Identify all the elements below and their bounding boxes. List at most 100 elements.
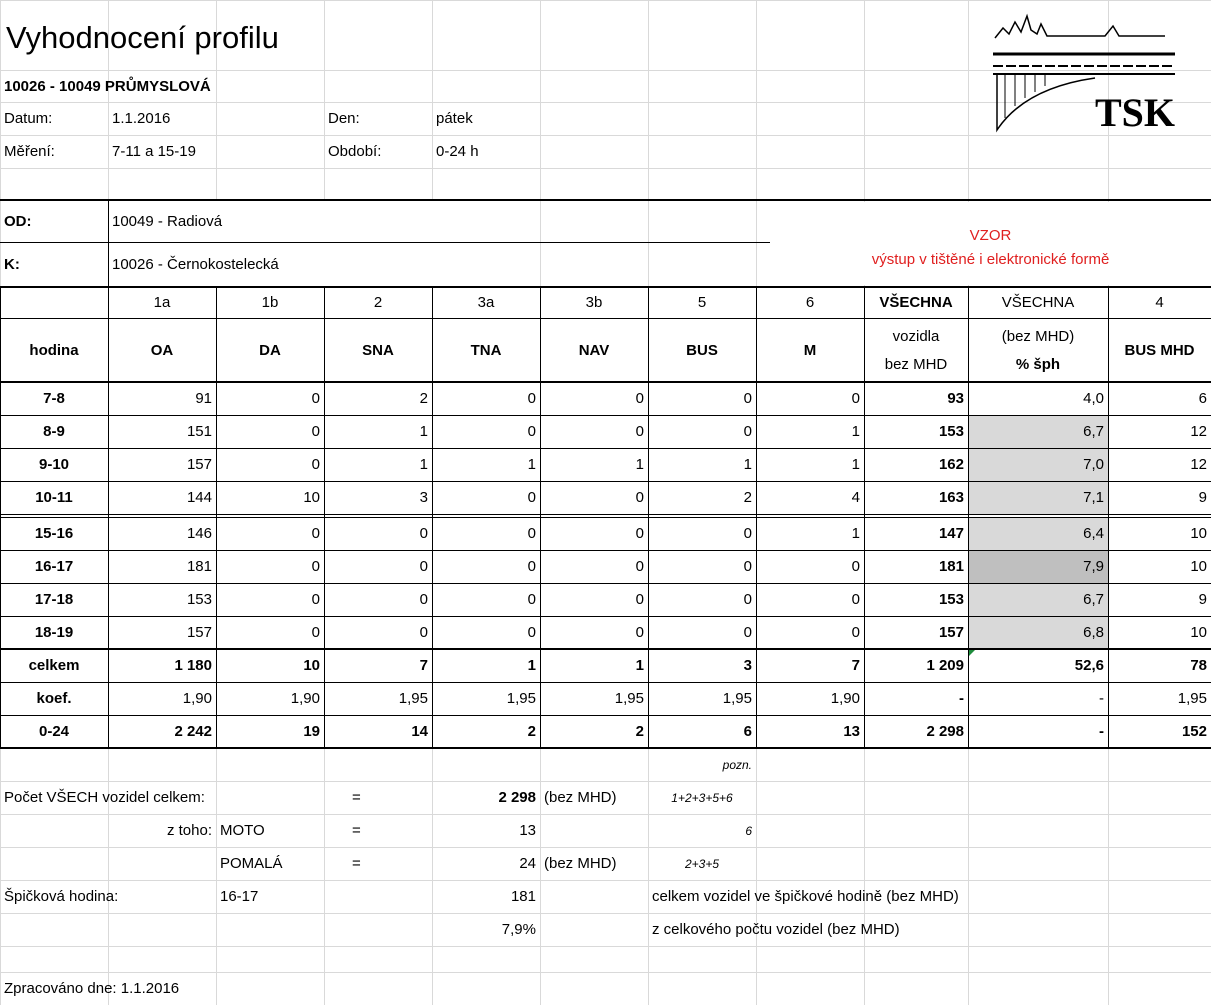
grid-line: [0, 913, 1211, 914]
data-cell: 52,6: [1074, 657, 1104, 674]
data-cell: 1: [851, 456, 860, 473]
data-cell: 0: [311, 558, 320, 575]
column-code: 2: [373, 294, 383, 311]
data-cell: 162: [938, 456, 964, 473]
data-cell: 7,0: [1083, 456, 1104, 473]
label: z toho:: [166, 822, 212, 839]
table-border: [324, 287, 325, 748]
data-cell: 0: [527, 423, 536, 440]
value: 0-24 h: [436, 143, 479, 160]
data-cell: 0: [635, 624, 644, 641]
stamp: VZOR: [969, 226, 1012, 244]
row-label: 0-24: [38, 723, 70, 740]
data-cell: 1: [527, 657, 536, 674]
data-cell: 151: [186, 423, 212, 440]
value: 7-11 a 15-19: [112, 143, 196, 160]
row-label: 16-17: [34, 558, 74, 575]
data-cell: 6: [743, 723, 752, 740]
grid-line: [0, 880, 1211, 881]
data-cell: 0: [527, 591, 536, 608]
data-cell: 0: [635, 390, 644, 407]
row-label: 8-9: [43, 423, 65, 440]
symbol: =: [352, 789, 361, 806]
grid-line: [0, 102, 1211, 103]
data-cell: 0: [527, 390, 536, 407]
column-header: BUS: [686, 341, 718, 359]
data-cell: 0: [419, 591, 428, 608]
data-cell: 147: [938, 525, 964, 542]
data-cell: 0: [851, 624, 860, 641]
grid-line: [0, 946, 1211, 947]
data-cell: 10: [1190, 525, 1207, 542]
data-cell: 3: [743, 657, 752, 674]
data-cell: 0: [635, 489, 644, 506]
column-header: OA: [150, 341, 174, 359]
column-header: hodina: [29, 341, 79, 359]
data-cell: 0: [311, 525, 320, 542]
data-cell: 1: [635, 456, 644, 473]
data-cell: 78: [1190, 657, 1207, 674]
data-cell: 91: [195, 390, 212, 407]
data-cell: 1 180: [174, 657, 212, 674]
data-cell: 7,1: [1083, 489, 1104, 506]
grid-line: [0, 0, 1211, 1]
row-label: 9-10: [38, 456, 70, 473]
row-label: 17-18: [34, 591, 74, 608]
value: 2 298: [498, 789, 536, 806]
title: Vyhodnocení profilu: [6, 20, 279, 55]
data-cell: 1 209: [926, 657, 964, 674]
data-cell: 0: [851, 558, 860, 575]
label: K:: [4, 256, 20, 273]
data-cell: 12: [1190, 456, 1207, 473]
data-cell: 1: [851, 525, 860, 542]
data-cell: -: [1099, 690, 1104, 707]
shade: [968, 616, 1108, 649]
logo-text: TSK: [1095, 90, 1175, 135]
data-cell: 1,95: [506, 690, 536, 707]
data-cell: 153: [186, 591, 212, 608]
data-cell: 12: [1190, 423, 1207, 440]
data-cell: 6,8: [1083, 624, 1104, 641]
data-cell: 6,7: [1083, 423, 1104, 440]
data-cell: 0: [743, 624, 752, 641]
label: Počet VŠECH vozidel celkem:: [4, 789, 205, 806]
value: 181: [510, 888, 536, 905]
data-cell: 1: [419, 423, 428, 440]
column-header: BUS MHD: [1124, 341, 1195, 359]
data-cell: 153: [938, 591, 964, 608]
data-cell: 10: [1190, 624, 1207, 641]
column-code: VŠECHNA: [879, 294, 953, 311]
data-cell: 9: [1198, 591, 1207, 608]
table-border: [648, 287, 649, 748]
table-border: [864, 287, 865, 748]
table-border: [0, 514, 1211, 515]
data-cell: 153: [938, 423, 964, 440]
data-cell: 0: [635, 525, 644, 542]
table-border: [0, 448, 1211, 449]
data-cell: 0: [419, 624, 428, 641]
column-header: bez MHD: [884, 355, 948, 373]
data-cell: 1,90: [182, 690, 212, 707]
data-cell: 0: [743, 525, 752, 542]
table-border: [0, 616, 1211, 617]
data-cell: 157: [938, 624, 964, 641]
data-cell: 2 242: [174, 723, 212, 740]
data-cell: 0: [635, 558, 644, 575]
data-cell: 1,90: [290, 690, 320, 707]
data-cell: 4,0: [1083, 390, 1104, 407]
data-cell: 4: [851, 489, 860, 506]
data-cell: 0: [311, 456, 320, 473]
value: 7,9%: [501, 921, 536, 938]
value: 16-17: [220, 888, 259, 905]
grid-line: [0, 781, 1211, 782]
data-cell: 2: [743, 489, 752, 506]
data-cell: -: [959, 690, 964, 707]
column-code: 1b: [261, 294, 279, 311]
grid-line: [0, 135, 1211, 136]
data-cell: 1,95: [398, 690, 428, 707]
table-border: [0, 242, 770, 243]
formula: 2+3+5: [684, 856, 720, 871]
label: Měření:: [4, 143, 55, 160]
table-border: [0, 550, 1211, 551]
